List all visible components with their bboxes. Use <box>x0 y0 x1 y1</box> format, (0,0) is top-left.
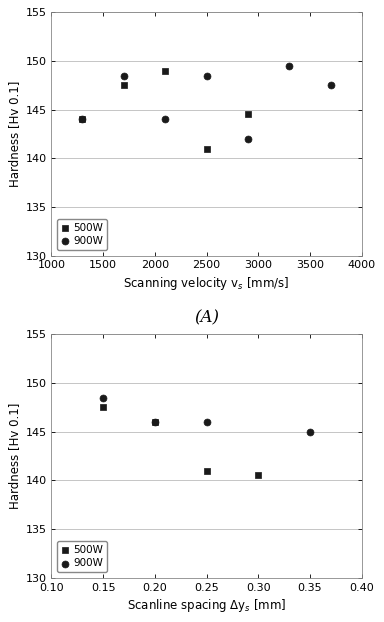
500W <box>162 66 168 76</box>
Y-axis label: Hardness [Hv 0.1]: Hardness [Hv 0.1] <box>8 403 22 509</box>
Text: (A): (A) <box>194 309 219 326</box>
500W <box>245 109 251 119</box>
900W <box>204 70 210 80</box>
900W <box>307 427 313 437</box>
500W <box>79 114 86 124</box>
500W <box>121 80 127 90</box>
500W <box>204 466 210 476</box>
900W <box>328 80 334 90</box>
X-axis label: Scanning velocity v$_s$ [mm/s]: Scanning velocity v$_s$ [mm/s] <box>123 274 290 292</box>
500W <box>204 144 210 154</box>
500W <box>152 417 158 427</box>
900W <box>100 392 106 402</box>
Y-axis label: Hardness [Hv 0.1]: Hardness [Hv 0.1] <box>8 81 22 187</box>
Legend: 500W, 900W: 500W, 900W <box>57 541 108 572</box>
900W <box>245 134 251 144</box>
900W <box>79 114 86 124</box>
500W <box>100 402 106 412</box>
X-axis label: Scanline spacing Δy$_s$ [mm]: Scanline spacing Δy$_s$ [mm] <box>127 596 286 614</box>
Legend: 500W, 900W: 500W, 900W <box>57 219 108 250</box>
500W <box>255 470 261 480</box>
900W <box>121 70 127 80</box>
900W <box>152 417 158 427</box>
900W <box>286 61 292 71</box>
900W <box>162 114 168 124</box>
900W <box>204 417 210 427</box>
